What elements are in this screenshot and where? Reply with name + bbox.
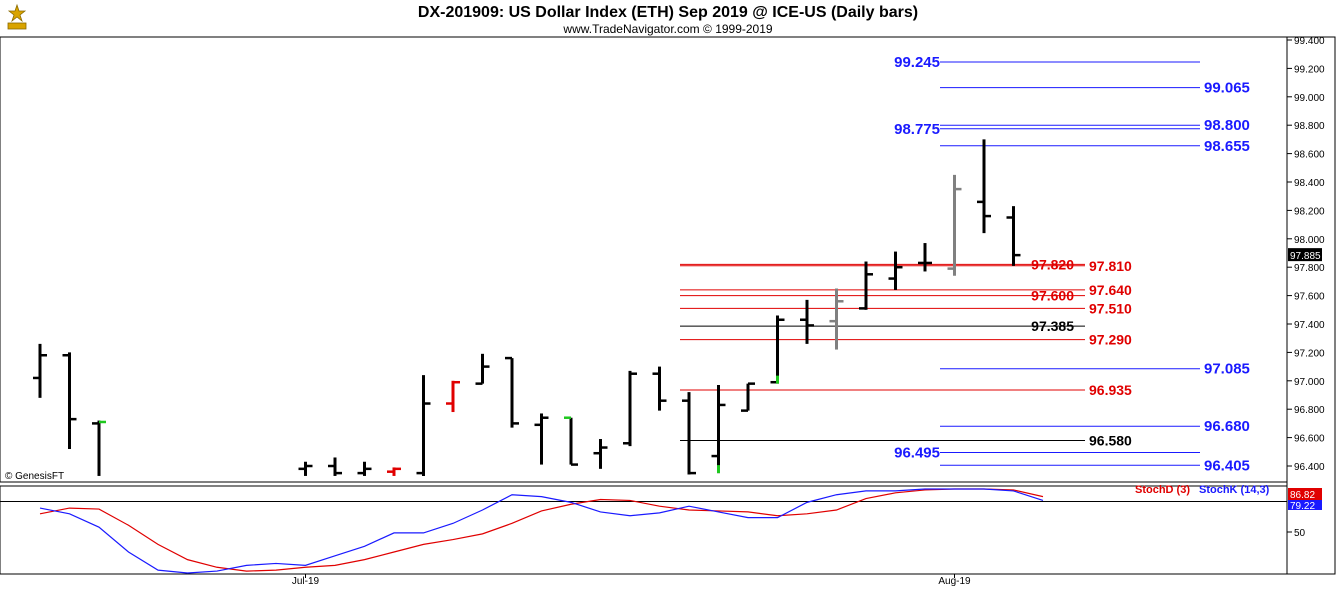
chart-title: DX-201909: US Dollar Index (ETH) Sep 201…	[418, 4, 918, 21]
price-tick-label: 99.400	[1294, 36, 1325, 47]
price-tick-label: 98.000	[1294, 235, 1325, 246]
ohlc-bars	[33, 139, 1021, 476]
price-tick-label: 98.400	[1294, 178, 1325, 189]
ohlc-bar	[741, 382, 755, 412]
price-tick-label: 98.600	[1294, 150, 1325, 161]
level-label: 96.935	[1089, 382, 1132, 398]
level-label: 98.800	[1204, 117, 1250, 134]
ohlc-bar	[652, 366, 667, 411]
ohlc-bar	[918, 243, 932, 272]
ohlc-bar	[328, 457, 342, 476]
level-label: 97.820	[1031, 256, 1074, 272]
level-label: 97.810	[1089, 258, 1132, 274]
price-tick-label: 97.600	[1294, 292, 1325, 303]
ohlc-bar	[446, 380, 460, 413]
x-axis: Jul-19 Aug-19	[292, 574, 971, 587]
trade-navigator-logo-icon	[7, 3, 27, 30]
copyright-label: © GenesisFT	[5, 471, 64, 482]
price-tick-label: 98.200	[1294, 206, 1325, 217]
ohlc-bar	[475, 353, 490, 385]
ohlc-bar	[947, 174, 962, 276]
ohlc-bar	[1006, 206, 1021, 266]
price-tick-label: 99.200	[1294, 64, 1325, 75]
stoch-value-badges: 86.82 79.22	[1288, 488, 1322, 512]
level-label: 97.085	[1204, 361, 1250, 378]
stochk-value: 79.22	[1290, 501, 1315, 512]
ohlc-bar	[800, 299, 814, 344]
price-tick-label: 99.000	[1294, 93, 1325, 104]
stochd-value: 86.82	[1290, 490, 1315, 501]
ohlc-bar	[859, 261, 873, 310]
stochd-legend: StochD (3)	[1135, 484, 1190, 496]
level-label: 97.600	[1031, 288, 1074, 304]
stochk-legend: StochK (14,3)	[1199, 484, 1270, 496]
ohlc-bar	[888, 251, 903, 290]
ohlc-bar	[564, 416, 578, 466]
price-tick-label: 96.600	[1294, 434, 1325, 445]
ohlc-bar	[711, 385, 726, 474]
level-label: 97.385	[1031, 318, 1074, 334]
ohlc-bar	[593, 439, 608, 469]
level-label: 99.245	[894, 54, 940, 71]
x-tick-label: Jul-19	[292, 576, 320, 587]
ohlc-bar	[977, 139, 991, 234]
ohlc-bar	[682, 392, 696, 475]
ohlc-bar	[357, 461, 372, 476]
price-axis: 99.400 99.200 99.000 98.800 98.600 98.400 98.2…	[1287, 36, 1325, 473]
level-label: 96.580	[1089, 432, 1132, 448]
level-label: 96.680	[1204, 418, 1250, 435]
level-label: 98.655	[1204, 138, 1250, 155]
price-tick-label: 97.200	[1294, 348, 1325, 359]
level-label: 96.495	[894, 445, 940, 462]
price-axis-frame	[1286, 36, 1336, 575]
current-price-badge: 97.885	[1288, 248, 1322, 262]
stochk-line	[39, 488, 1044, 574]
level-label: 97.290	[1089, 332, 1132, 348]
price-tick-label: 97.800	[1294, 263, 1325, 274]
stoch-tick-label: 50	[1294, 528, 1306, 539]
ohlc-bar	[387, 467, 401, 476]
price-tick-label: 98.800	[1294, 121, 1325, 132]
level-label: 97.510	[1089, 300, 1132, 316]
ohlc-bar	[829, 288, 844, 350]
price-tick-label: 97.000	[1294, 377, 1325, 388]
ohlc-bar	[534, 413, 549, 465]
chart-subtitle: www.TradeNavigator.com © 1999-2019	[562, 22, 772, 36]
stochd-line	[39, 488, 1044, 572]
level-label: 97.640	[1089, 282, 1132, 298]
price-tick-label: 96.800	[1294, 405, 1325, 416]
ohlc-bar	[505, 356, 519, 428]
ohlc-bar	[62, 352, 77, 449]
level-label: 99.065	[1204, 80, 1250, 97]
stochastic-lines: 50	[39, 488, 1306, 574]
ohlc-bar	[770, 315, 785, 384]
level-label: 98.775	[894, 121, 940, 138]
price-tick-label: 96.400	[1294, 462, 1325, 473]
ohlc-bar	[623, 370, 637, 447]
price-tick-label: 97.400	[1294, 320, 1325, 331]
ohlc-bar	[298, 461, 313, 476]
ohlc-bar	[416, 375, 431, 476]
ohlc-bar	[33, 343, 47, 398]
current-price-value: 97.885	[1290, 251, 1321, 262]
ohlc-bar	[92, 420, 106, 476]
level-label: 96.405	[1204, 457, 1250, 474]
level-lines: 99.245 99.065 98.775 98.800 98.655 97.085 96.6…	[680, 54, 1250, 474]
x-tick-label: Aug-19	[938, 576, 971, 587]
